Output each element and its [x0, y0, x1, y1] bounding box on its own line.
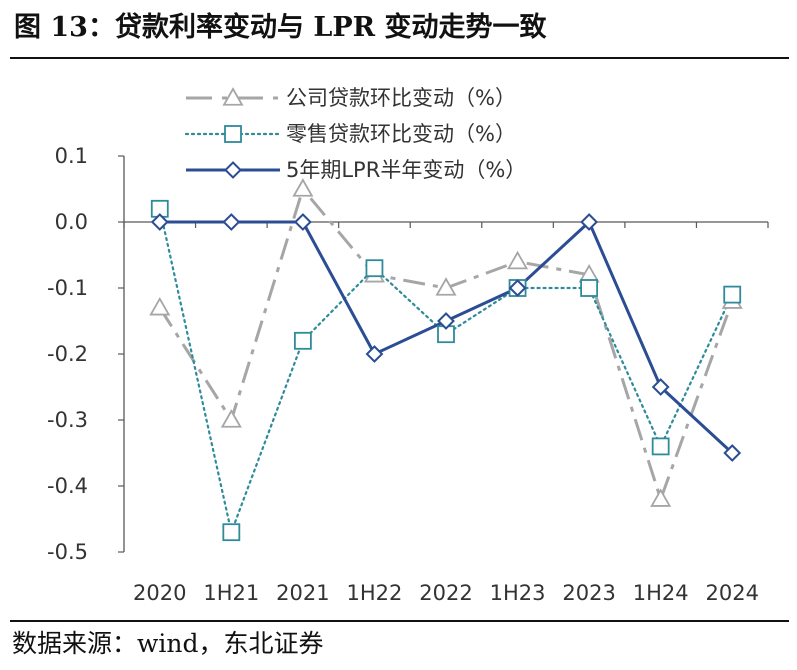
y-tick-label: 0.0: [55, 210, 88, 234]
source-note: 数据来源：wind，东北证券: [12, 629, 324, 658]
series-3-point: [508, 279, 527, 297]
series-2-point: [651, 437, 670, 456]
x-tick-label: 2022: [419, 581, 472, 605]
y-tick-label: -0.3: [47, 408, 88, 432]
x-tick-label: 1H24: [633, 581, 689, 605]
x-tick-label: 1H22: [347, 581, 403, 605]
chart-axes: 0.1 0.0 -0.1 -0.2 -0.3 -0.4 -0.5 2020 1H21 2021 1H…: [47, 144, 769, 605]
chart-legend: 公司贷款环比变动（%） 零售贷款环比变动（%） 5年期LPR半年变动（%）: [184, 86, 526, 182]
series-1-point: [149, 296, 171, 316]
series-1-point: [650, 488, 672, 507]
x-tick-label: 2020: [133, 581, 186, 605]
y-tick-label: -0.1: [47, 276, 88, 300]
series-3-point: [293, 213, 312, 231]
x-tick-label: 1H23: [490, 581, 546, 605]
series-3-point: [723, 444, 742, 462]
series-2-point: [222, 523, 241, 542]
x-tick-label: 1H21: [203, 581, 259, 605]
bottom-rule: [10, 620, 789, 622]
series-2-point: [580, 279, 599, 297]
series-3-point: [150, 213, 169, 231]
series-3-point: [651, 378, 670, 396]
series-1-point: [507, 250, 529, 270]
series-1-point: [292, 178, 314, 197]
line-chart: 0.1 0.0 -0.1 -0.2 -0.3 -0.4 -0.5 2020 1H21 2021 1H…: [47, 86, 769, 605]
y-tick-label: -0.4: [47, 474, 88, 498]
series-1-point: [435, 277, 457, 296]
figure-title: 图 13：贷款利率变动与 LPR 变动走势一致: [14, 12, 547, 43]
legend-marker-1: [222, 87, 244, 106]
chart-series: [149, 178, 743, 542]
legend-label-3: 5年期LPR半年变动（%）: [286, 158, 526, 182]
y-tick-label: -0.2: [47, 342, 88, 366]
x-tick-label: 2023: [562, 581, 615, 605]
series-line-1: [158, 187, 734, 501]
series-3-point: [437, 312, 455, 330]
x-tick-label: 2024: [705, 581, 758, 605]
legend-label-1: 公司贷款环比变动（%）: [286, 86, 516, 110]
y-tick-label: 0.1: [55, 144, 88, 168]
legend-marker-3: [224, 161, 242, 179]
x-tick-label: 2021: [276, 581, 329, 605]
y-tick-label: -0.5: [47, 540, 88, 564]
legend-marker-2: [224, 125, 242, 143]
series-3-point: [222, 213, 241, 231]
series-2-point: [723, 285, 742, 304]
series-3-point: [365, 345, 384, 363]
title-rule: [10, 57, 789, 59]
series-3-point: [580, 213, 599, 231]
series-2-point: [365, 259, 384, 278]
series-2-point: [293, 331, 312, 350]
legend-label-2: 零售贷款环比变动（%）: [286, 122, 516, 146]
series-1-point: [220, 409, 242, 428]
